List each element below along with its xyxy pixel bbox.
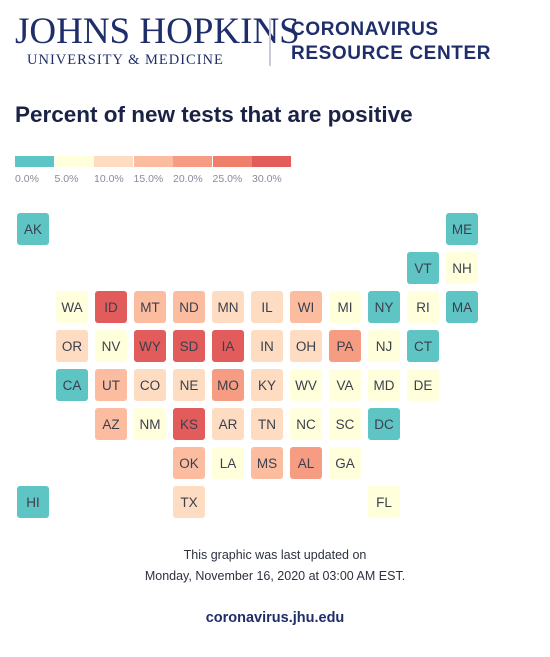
header-divider xyxy=(269,18,271,66)
state-tile-ar[interactable]: AR xyxy=(212,408,244,440)
jhu-logo-wordmark: JOHNS HOPKINS xyxy=(15,11,300,52)
state-tile-mt[interactable]: MT xyxy=(134,291,166,323)
resource-center-title-line2: RESOURCE CENTER xyxy=(291,43,492,64)
state-tile-oh[interactable]: OH xyxy=(290,330,322,362)
state-tile-sc[interactable]: SC xyxy=(329,408,361,440)
state-tile-id[interactable]: ID xyxy=(95,291,127,323)
state-tile-dc[interactable]: DC xyxy=(368,408,400,440)
state-tile-wa[interactable]: WA xyxy=(56,291,88,323)
state-tile-ky[interactable]: KY xyxy=(251,369,283,401)
state-tile-ct[interactable]: CT xyxy=(407,330,439,362)
state-tile-mi[interactable]: MI xyxy=(329,291,361,323)
state-tile-ms[interactable]: MS xyxy=(251,447,283,479)
state-tile-ut[interactable]: UT xyxy=(95,369,127,401)
legend-swatch xyxy=(54,156,94,167)
update-timestamp: Monday, November 16, 2020 at 03:00 AM ES… xyxy=(144,569,406,583)
state-tile-mn[interactable]: MN xyxy=(212,291,244,323)
state-tile-mo[interactable]: MO xyxy=(212,369,244,401)
state-tile-wi[interactable]: WI xyxy=(290,291,322,323)
state-tile-co[interactable]: CO xyxy=(134,369,166,401)
state-tile-de[interactable]: DE xyxy=(407,369,439,401)
state-tile-ri[interactable]: RI xyxy=(407,291,439,323)
state-tile-az[interactable]: AZ xyxy=(95,408,127,440)
state-tile-pa[interactable]: PA xyxy=(329,330,361,362)
legend-label: 10.0% xyxy=(94,173,124,185)
legend-swatch xyxy=(252,156,291,167)
state-tile-nv[interactable]: NV xyxy=(95,330,127,362)
state-tile-fl[interactable]: FL xyxy=(368,486,400,518)
legend-swatch xyxy=(15,156,54,167)
state-tile-tx[interactable]: TX xyxy=(173,486,205,518)
update-note: This graphic was last updated on xyxy=(183,548,367,562)
header: JOHNS HOPKINS UNIVERSITY & MEDICINE CORO… xyxy=(15,12,535,72)
state-tile-nm[interactable]: NM xyxy=(134,408,166,440)
state-tile-vt[interactable]: VT xyxy=(407,252,439,284)
state-tile-nh[interactable]: NH xyxy=(446,252,478,284)
legend-label: 30.0% xyxy=(252,173,282,185)
state-tile-md[interactable]: MD xyxy=(368,369,400,401)
state-tile-va[interactable]: VA xyxy=(329,369,361,401)
state-tile-or[interactable]: OR xyxy=(56,330,88,362)
state-tile-sd[interactable]: SD xyxy=(173,330,205,362)
state-tile-ks[interactable]: KS xyxy=(173,408,205,440)
state-tile-in[interactable]: IN xyxy=(251,330,283,362)
state-tile-wy[interactable]: WY xyxy=(134,330,166,362)
legend-swatch xyxy=(133,156,173,167)
state-tile-nd[interactable]: ND xyxy=(173,291,205,323)
state-tile-nc[interactable]: NC xyxy=(290,408,322,440)
state-tile-ga[interactable]: GA xyxy=(329,447,361,479)
legend-swatch xyxy=(94,156,133,167)
color-legend xyxy=(15,156,292,167)
legend-label: 25.0% xyxy=(212,173,243,185)
state-tile-wv[interactable]: WV xyxy=(290,369,322,401)
site-link[interactable]: coronavirus.jhu.edu xyxy=(205,610,345,626)
state-tile-ia[interactable]: IA xyxy=(212,330,244,362)
legend-swatch xyxy=(212,156,252,167)
map-title: Percent of new tests that are positive xyxy=(15,102,413,127)
legend-label: 15.0% xyxy=(133,173,164,185)
state-tile-ny[interactable]: NY xyxy=(368,291,400,323)
state-tile-il[interactable]: IL xyxy=(251,291,283,323)
state-tile-la[interactable]: LA xyxy=(212,447,244,479)
state-tile-hi[interactable]: HI xyxy=(17,486,49,518)
state-tile-ne[interactable]: NE xyxy=(173,369,205,401)
jhu-logo-subtitle: UNIVERSITY & MEDICINE xyxy=(27,52,224,68)
state-tile-ok[interactable]: OK xyxy=(173,447,205,479)
state-tile-tn[interactable]: TN xyxy=(251,408,283,440)
state-tile-me[interactable]: ME xyxy=(446,213,478,245)
legend-label: 0.0% xyxy=(15,173,39,185)
state-tile-ca[interactable]: CA xyxy=(56,369,88,401)
legend-swatch xyxy=(173,156,212,167)
legend-label: 5.0% xyxy=(54,173,79,185)
resource-center-title-line1: CORONAVIRUS xyxy=(291,19,439,40)
state-tile-ak[interactable]: AK xyxy=(17,213,49,245)
state-tile-al[interactable]: AL xyxy=(290,447,322,479)
state-tile-nj[interactable]: NJ xyxy=(368,330,400,362)
state-tile-ma[interactable]: MA xyxy=(446,291,478,323)
legend-label: 20.0% xyxy=(173,173,203,185)
